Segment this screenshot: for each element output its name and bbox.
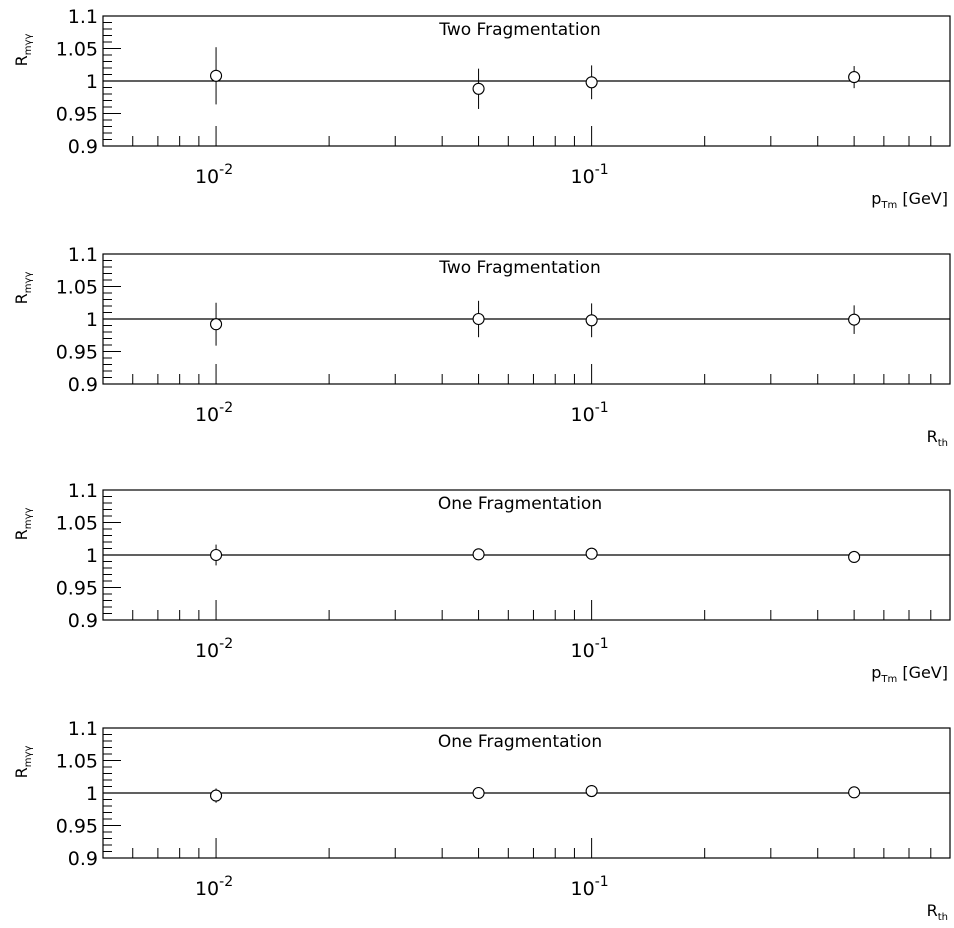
y-tick-label: 0.95	[56, 816, 98, 838]
y-tick-label: 1	[86, 71, 98, 93]
chart-panel-1: 0.9 0.95 1 1.05 1.1 10-2 10-1 Two Fragmentation…	[12, 6, 951, 211]
y-tick-label: 1.1	[68, 480, 98, 502]
x-tick-label: 10-2	[195, 636, 233, 662]
data-point	[472, 786, 485, 800]
y-axis-label: Rmγγ	[12, 508, 34, 541]
x-axis-label: pTm [GeV]	[871, 663, 948, 685]
y-tick-label: 0.95	[56, 578, 98, 600]
y-axis-label: Rmγγ	[12, 34, 34, 67]
data-point	[848, 313, 861, 326]
y-tick-label: 1	[86, 309, 98, 331]
chart-panel-2: 0.9 0.95 1 1.05 1.1 10-2 10-1 Two Fragmentation…	[12, 244, 951, 449]
x-tick-label: 10-2	[195, 162, 233, 188]
data-point	[472, 312, 485, 326]
data-point	[585, 547, 598, 560]
y-tick-label: 1.1	[68, 718, 98, 740]
data-point	[472, 548, 485, 561]
data-point	[848, 550, 861, 564]
data-point	[585, 314, 598, 327]
x-tick-label: 10-1	[571, 636, 609, 662]
x-tick-label: 10-1	[571, 162, 609, 188]
x-tick-label: 10-2	[195, 400, 233, 426]
y-tick-label: 0.9	[68, 848, 98, 870]
data-point	[472, 82, 485, 95]
y-tick-label: 0.9	[68, 136, 98, 158]
x-axis-label: Rth	[927, 427, 948, 449]
x-tick-label: 10-2	[195, 874, 233, 900]
y-tick-label: 0.95	[56, 104, 98, 126]
y-tick-label: 0.9	[68, 374, 98, 396]
panel-title: One Fragmentation	[438, 732, 602, 752]
x-tick-label: 10-1	[571, 400, 609, 426]
data-point	[210, 318, 223, 331]
y-tick-label: 1.05	[56, 277, 98, 299]
x-axis-label: Rth	[927, 901, 948, 923]
y-tick-label: 0.95	[56, 342, 98, 364]
chart-panel-4: 0.9 0.95 1 1.05 1.1 10-2 10-1 One Fragmentation…	[12, 718, 951, 923]
panel-title: Two Fragmentation	[438, 20, 600, 40]
y-tick-label: 1.1	[68, 244, 98, 266]
data-point	[585, 76, 598, 89]
y-axis-label: Rmγγ	[12, 272, 34, 305]
y-tick-label: 1	[86, 783, 98, 805]
data-point	[585, 784, 598, 798]
y-tick-label: 1.05	[56, 513, 98, 535]
y-tick-label: 1	[86, 545, 98, 567]
x-axis-label: pTm [GeV]	[871, 189, 948, 211]
panel-title: One Fragmentation	[438, 494, 602, 514]
chart-panel-3: 0.9 0.95 1 1.05 1.1 10-2 10-1 One Fragmentation…	[12, 480, 951, 685]
x-tick-label: 10-1	[571, 874, 609, 900]
y-tick-label: 1.1	[68, 6, 98, 28]
y-tick-label: 0.9	[68, 610, 98, 632]
y-axis-label: Rmγγ	[12, 746, 34, 779]
data-point	[210, 548, 223, 562]
data-point	[210, 69, 223, 82]
panel-title: Two Fragmentation	[438, 258, 600, 278]
data-point	[848, 786, 861, 799]
y-tick-label: 1.05	[56, 751, 98, 773]
data-point	[848, 71, 861, 84]
y-tick-label: 1.05	[56, 39, 98, 61]
data-point	[210, 789, 223, 802]
